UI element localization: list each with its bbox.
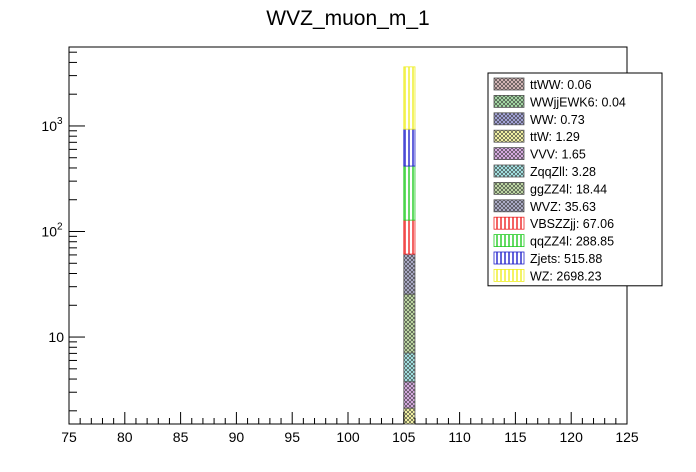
- legend-label: WWjjEWK6: 0.04: [530, 95, 626, 109]
- legend-label: WZ: 2698.23: [530, 269, 602, 283]
- bar-segment: [403, 352, 416, 383]
- bar-segment: [403, 381, 416, 409]
- x-tick-label: 100: [336, 429, 360, 445]
- bar-segment: [403, 165, 416, 221]
- y-tick-label: 10: [41, 224, 57, 240]
- legend-label: qqZZ4l: 288.85: [530, 235, 614, 249]
- legend-label: ttW: 1.29: [530, 130, 580, 144]
- legend-label: WW: 0.73: [530, 113, 585, 127]
- legend-label: ggZZ4l: 18.44: [530, 182, 607, 196]
- legend-swatch: [493, 112, 525, 126]
- y-tick-exponent: 2: [57, 222, 63, 233]
- bar-segment: [403, 253, 416, 295]
- legend-swatch: [493, 181, 525, 195]
- legend-swatch: [493, 251, 525, 265]
- legend-label: ttWW: 0.06: [530, 78, 592, 92]
- legend-swatch: [493, 199, 525, 213]
- legend-swatch: [493, 268, 525, 282]
- x-tick-label: 105: [392, 429, 416, 445]
- bar-segment: [403, 407, 416, 425]
- legend-label: ZqqZll: 3.28: [530, 165, 596, 179]
- x-tick-label: 85: [173, 429, 189, 445]
- legend: ttWW: 0.06 WWjjEWK6: 0.04 WW: 0.73 ttW: 1.2…: [487, 72, 663, 287]
- histogram-bars: [403, 66, 416, 425]
- y-tick-label: 10: [48, 329, 64, 345]
- legend-label: Zjets: 515.88: [530, 252, 602, 266]
- x-tick-label: 90: [229, 429, 245, 445]
- y-tick-exponent: 3: [57, 116, 63, 127]
- x-axis: 75 80 85 90 95 100 105 110 115 120 125: [61, 412, 639, 445]
- legend-label: VVV: 1.65: [530, 148, 586, 162]
- x-tick-label: 110: [448, 429, 471, 445]
- x-tick-label: 120: [560, 429, 584, 445]
- bar-segment: [403, 219, 416, 255]
- chart-title: WVZ_muon_m_1: [266, 7, 429, 30]
- bar-segment: [403, 128, 416, 167]
- legend-swatch: [493, 147, 525, 161]
- legend-swatch: [493, 77, 525, 91]
- x-tick-label: 115: [504, 429, 527, 445]
- legend-label: VBSZZjj: 67.06: [530, 217, 614, 231]
- y-tick-label: 10: [41, 118, 57, 134]
- legend-swatch: [493, 216, 525, 230]
- legend-swatch: [493, 129, 525, 143]
- legend-swatch: [493, 164, 525, 178]
- x-tick-label: 95: [284, 429, 300, 445]
- legend-swatch: [493, 95, 525, 108]
- x-tick-label: 75: [61, 429, 77, 445]
- legend-swatch: [493, 234, 525, 248]
- bar-segment: [403, 66, 416, 130]
- x-tick-label: 80: [117, 429, 133, 445]
- legend-box: [487, 72, 663, 287]
- x-tick-label: 125: [615, 429, 639, 445]
- bar-segment: [403, 293, 416, 354]
- legend-label: WVZ: 35.63: [530, 200, 596, 214]
